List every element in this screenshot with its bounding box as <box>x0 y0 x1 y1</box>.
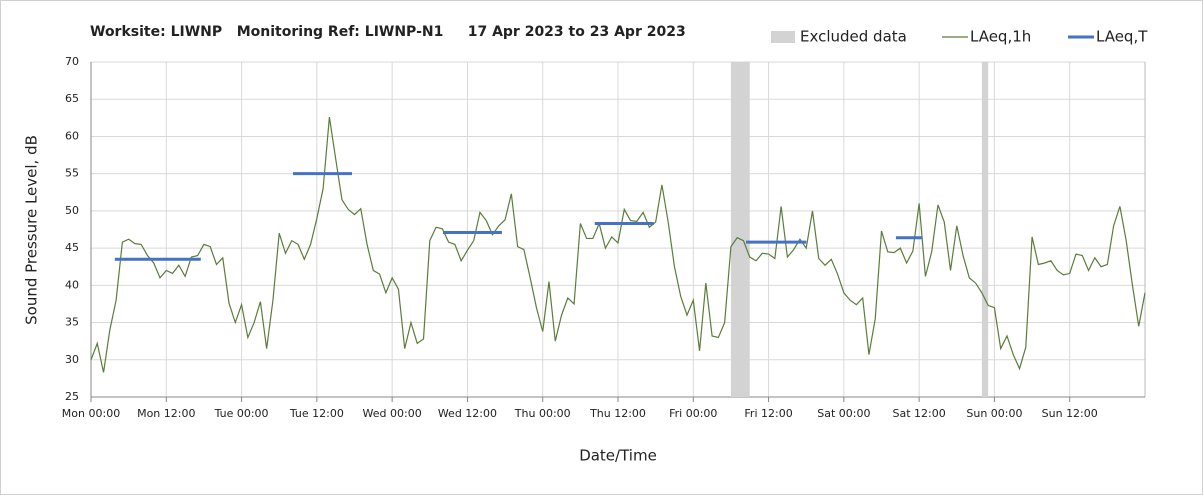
y-tick-label: 40 <box>65 278 79 291</box>
chart-title: Worksite: LIWNP Monitoring Ref: LIWNP-N1… <box>90 24 686 40</box>
x-tick-label: Thu 00:00 <box>514 407 571 420</box>
x-tick-label: Fri 12:00 <box>744 407 792 420</box>
x-axis-label: Date/Time <box>579 447 657 465</box>
y-tick-label: 55 <box>65 167 79 180</box>
legend-label: LAeq,1h <box>970 28 1031 46</box>
x-tick-label: Fri 00:00 <box>669 407 717 420</box>
x-tick-label: Sun 12:00 <box>1042 407 1098 420</box>
y-tick-label: 25 <box>65 390 79 403</box>
data-line <box>90 117 1146 373</box>
legend-label: Excluded data <box>800 28 907 46</box>
x-tick-label: Wed 12:00 <box>438 407 497 420</box>
x-tick-label: Mon 12:00 <box>137 407 195 420</box>
x-tick-label: Tue 00:00 <box>214 407 269 420</box>
x-tick-label: Sun 00:00 <box>966 407 1022 420</box>
y-tick-label: 45 <box>65 241 79 254</box>
x-tick-label: Tue 12:00 <box>289 407 344 420</box>
y-tick-label: 50 <box>65 204 79 217</box>
y-tick-label: 30 <box>65 353 79 366</box>
excluded-band <box>730 62 750 397</box>
legend-swatch <box>771 31 795 43</box>
x-tick-label: Wed 00:00 <box>363 407 422 420</box>
x-tick-label: Sat 12:00 <box>893 407 946 420</box>
x-tick-label: Sat 00:00 <box>817 407 870 420</box>
excluded-band <box>981 62 989 397</box>
y-axis-label: Sound Pressure Level, dB <box>23 135 41 325</box>
y-tick-label: 35 <box>65 316 79 329</box>
y-tick-label: 70 <box>65 55 79 68</box>
legend-label: LAeq,T <box>1096 28 1148 46</box>
x-tick-label: Thu 12:00 <box>589 407 646 420</box>
y-tick-label: 60 <box>65 129 79 142</box>
x-tick-label: Mon 00:00 <box>62 407 120 420</box>
y-tick-label: 65 <box>65 92 79 105</box>
